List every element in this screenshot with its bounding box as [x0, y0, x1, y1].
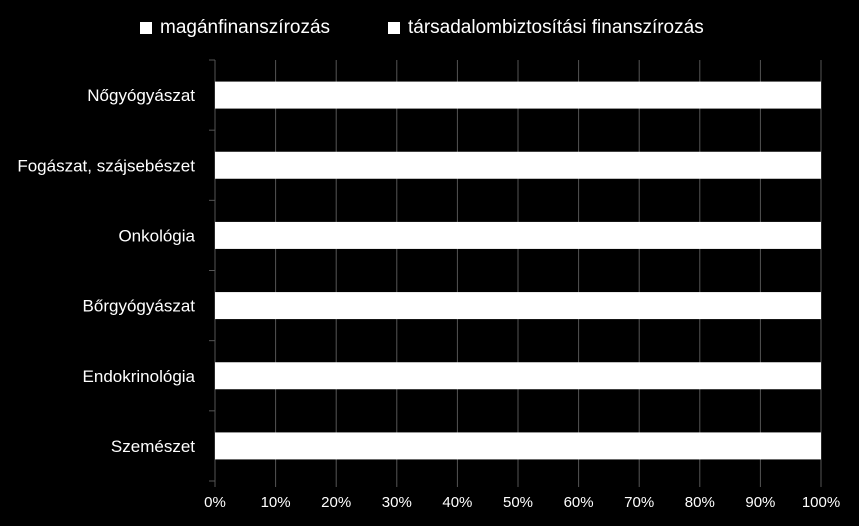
x-tick-label: 80%	[685, 494, 715, 511]
legend-item-private: magánfinanszírozás	[140, 17, 330, 39]
x-tick-label: 70%	[624, 494, 654, 511]
legend-swatch-private	[140, 22, 152, 34]
bar-private	[215, 432, 821, 460]
category-label: Fogászat, szájsebészet	[17, 156, 195, 175]
x-tick-label: 100%	[802, 494, 840, 511]
bar-private	[215, 221, 821, 249]
category-label: Szemészet	[111, 437, 195, 456]
x-tick-label: 50%	[503, 494, 533, 511]
legend-item-social-insurance: társadalombiztosítási finanszírozás	[388, 17, 704, 39]
category-label: Nőgyógyászat	[87, 86, 195, 105]
x-tick-label: 0%	[204, 494, 226, 511]
x-tick-label: 60%	[564, 494, 594, 511]
legend-label-private: magánfinanszírozás	[160, 17, 331, 38]
legend: magánfinanszírozás társadalombiztosítási…	[0, 17, 859, 41]
category-label: Endokrinológia	[83, 367, 196, 386]
category-label: Bőrgyógyászat	[83, 297, 196, 316]
legend-swatch-social-insurance	[388, 22, 400, 34]
x-tick-label: 10%	[261, 494, 291, 511]
bar-private	[215, 362, 821, 390]
x-tick-label: 40%	[442, 494, 472, 511]
x-tick-label: 30%	[382, 494, 412, 511]
bar-private	[215, 81, 821, 109]
bar-private	[215, 151, 821, 179]
legend-label-social-insurance: társadalombiztosítási finanszírozás	[408, 17, 704, 38]
bar-private	[215, 292, 821, 320]
category-label: Onkológia	[118, 226, 195, 245]
x-tick-label: 20%	[321, 494, 351, 511]
x-tick-label: 90%	[745, 494, 775, 511]
